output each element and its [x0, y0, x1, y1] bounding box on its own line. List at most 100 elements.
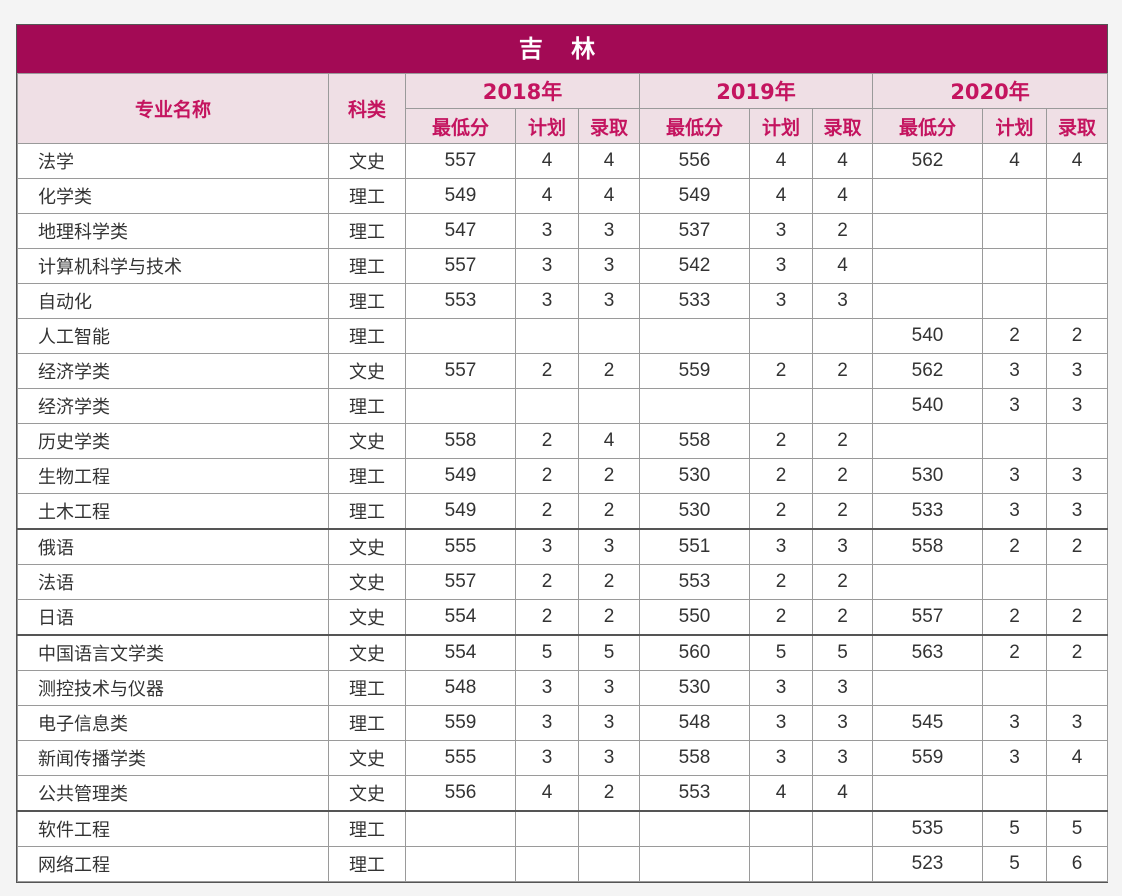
admitted-2018: 3	[577, 248, 641, 284]
plan-2018: 3	[515, 670, 579, 706]
admitted-2018	[577, 388, 641, 424]
category: 理工	[328, 388, 406, 424]
admitted-2020	[1046, 564, 1109, 600]
header-admitted: 录取	[577, 108, 641, 144]
admitted-2019	[812, 318, 874, 354]
plan-2018: 2	[515, 458, 579, 494]
plan-2020	[982, 178, 1048, 214]
min-score-2020	[872, 213, 984, 249]
plan-2018: 3	[515, 283, 579, 319]
plan-2018: 4	[515, 178, 579, 214]
admitted-2020: 3	[1046, 705, 1109, 741]
admitted-2020: 3	[1046, 493, 1109, 530]
category: 文史	[328, 634, 406, 671]
min-score-2020: 523	[872, 846, 984, 882]
plan-2019: 3	[749, 283, 814, 319]
min-score-2020: 540	[872, 388, 984, 424]
min-score-2020	[872, 283, 984, 319]
admitted-2018: 3	[577, 528, 641, 565]
plan-2018: 3	[515, 213, 579, 249]
admitted-2019: 2	[812, 423, 874, 459]
plan-2020: 2	[982, 528, 1048, 565]
admitted-2019: 5	[812, 634, 874, 671]
plan-2020: 3	[982, 353, 1048, 389]
admitted-2019: 4	[812, 775, 874, 812]
min-score-2020	[872, 775, 984, 812]
min-score-2019: 533	[639, 283, 751, 319]
plan-2020	[982, 775, 1048, 812]
admitted-2018: 4	[577, 178, 641, 214]
admitted-2018	[577, 846, 641, 882]
admitted-2018: 2	[577, 493, 641, 530]
min-score-2018: 555	[405, 528, 516, 565]
min-score-2019: 556	[639, 143, 751, 179]
plan-2020	[982, 213, 1048, 249]
admitted-2020: 2	[1046, 599, 1109, 636]
admitted-2018: 3	[577, 213, 641, 249]
plan-2020	[982, 670, 1048, 706]
min-score-2019: 550	[639, 599, 751, 636]
admitted-2019	[812, 846, 874, 882]
table-row: 自动化 理工 553 3 3 533 3 3	[17, 283, 1109, 319]
major-name: 电子信息类	[17, 705, 329, 741]
admitted-2020: 2	[1046, 318, 1109, 354]
admitted-2019: 4	[812, 143, 874, 179]
min-score-2018: 557	[405, 248, 516, 284]
min-score-2018: 549	[405, 178, 516, 214]
header-min-score: 最低分	[405, 108, 516, 144]
category: 理工	[328, 458, 406, 494]
category: 理工	[328, 248, 406, 284]
admitted-2018: 2	[577, 353, 641, 389]
table-row: 中国语言文学类 文史 554 5 5 560 5 5 563 2 2	[17, 634, 1109, 671]
table-row: 化学类 理工 549 4 4 549 4 4	[17, 178, 1109, 214]
table-title: 吉 林	[17, 25, 1107, 73]
plan-2020	[982, 564, 1048, 600]
category: 文史	[328, 740, 406, 776]
admitted-2018: 2	[577, 599, 641, 636]
table-row: 土木工程 理工 549 2 2 530 2 2 533 3 3	[17, 493, 1109, 530]
min-score-2019: 530	[639, 493, 751, 530]
plan-2019	[749, 810, 814, 847]
major-name: 测控技术与仪器	[17, 670, 329, 706]
plan-2018	[515, 810, 579, 847]
major-name: 俄语	[17, 528, 329, 565]
min-score-2020: 559	[872, 740, 984, 776]
major-name: 土木工程	[17, 493, 329, 530]
min-score-2018	[405, 810, 516, 847]
min-score-2019: 553	[639, 775, 751, 812]
min-score-2020: 557	[872, 599, 984, 636]
admitted-2019	[812, 388, 874, 424]
plan-2019: 4	[749, 143, 814, 179]
admitted-2020	[1046, 178, 1109, 214]
major-name: 法语	[17, 564, 329, 600]
admitted-2020: 2	[1046, 528, 1109, 565]
admitted-2019	[812, 810, 874, 847]
admission-table-panel: 吉 林 专业名称 科类 2018年 2019年 2020年 最低分 计划 录取 最低分…	[16, 24, 1109, 883]
table-row: 经济学类 文史 557 2 2 559 2 2 562 3 3	[17, 353, 1109, 389]
plan-2019: 2	[749, 493, 814, 530]
plan-2018: 4	[515, 775, 579, 812]
plan-2020: 2	[982, 599, 1048, 636]
major-name: 新闻传播学类	[17, 740, 329, 776]
admission-table: 专业名称 科类 2018年 2019年 2020年 最低分 计划 录取 最低分 计划 录取…	[17, 73, 1109, 882]
table-row: 测控技术与仪器 理工 548 3 3 530 3 3	[17, 670, 1109, 706]
plan-2019	[749, 388, 814, 424]
min-score-2018: 557	[405, 564, 516, 600]
plan-2019: 3	[749, 740, 814, 776]
admitted-2020: 3	[1046, 353, 1109, 389]
plan-2018: 2	[515, 564, 579, 600]
admitted-2020: 3	[1046, 458, 1109, 494]
min-score-2020: 545	[872, 705, 984, 741]
category: 理工	[328, 178, 406, 214]
plan-2018: 4	[515, 143, 579, 179]
table-row: 网络工程 理工 523 5 6	[17, 846, 1109, 882]
min-score-2020	[872, 178, 984, 214]
header-year-2019: 2019年	[639, 73, 874, 109]
min-score-2018	[405, 846, 516, 882]
admitted-2020: 5	[1046, 810, 1109, 847]
plan-2018: 3	[515, 705, 579, 741]
admitted-2020	[1046, 423, 1109, 459]
min-score-2020	[872, 670, 984, 706]
major-name: 中国语言文学类	[17, 634, 329, 671]
plan-2018: 5	[515, 634, 579, 671]
